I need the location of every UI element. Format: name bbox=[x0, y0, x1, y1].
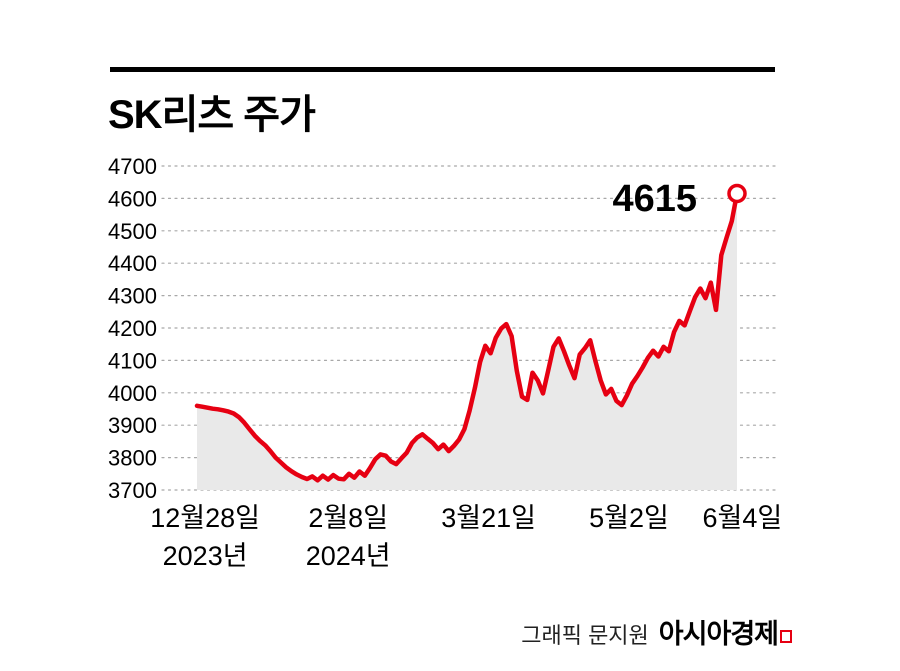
credit-text: 그래픽 문지원 bbox=[521, 623, 649, 648]
x-tick-label: 5월2일 bbox=[589, 503, 669, 533]
y-tick-label: 4000 bbox=[108, 381, 157, 406]
credit-line: 그래픽 문지원 아시아경제 bbox=[521, 612, 792, 651]
price-line bbox=[194, 191, 740, 483]
x-tick-sublabel: 2023년 bbox=[163, 541, 248, 571]
brand-logo-text: 아시아경제 bbox=[658, 619, 779, 649]
y-tick-label: 3800 bbox=[108, 446, 157, 471]
x-tick-label: 3월21일 bbox=[441, 503, 536, 533]
y-tick-label: 3900 bbox=[108, 413, 157, 438]
y-tick-label: 4500 bbox=[108, 219, 157, 244]
page-title: SK리츠 주가 bbox=[108, 93, 316, 137]
x-tick-sublabel: 2024년 bbox=[306, 541, 391, 571]
top-rule bbox=[110, 67, 775, 72]
price-chart-svg: 4700 4600 4500 4400 4300 4200 4100 4000 3900 3800… bbox=[108, 154, 783, 571]
chart-area: 4700 4600 4500 4400 4300 4200 4100 4000 3900 3800… bbox=[100, 145, 800, 577]
x-tick-label: 2월8일 bbox=[308, 503, 388, 533]
y-tick-label: 4200 bbox=[108, 316, 157, 341]
y-tick-label: 4300 bbox=[108, 284, 157, 309]
last-value-annotation: 4615 bbox=[612, 178, 697, 220]
y-tick-label: 4700 bbox=[108, 154, 157, 179]
y-tick-label: 4600 bbox=[108, 186, 157, 211]
last-point-marker bbox=[727, 183, 747, 204]
x-tick-label: 12월28일 bbox=[150, 503, 260, 533]
y-tick-label: 3700 bbox=[108, 478, 157, 503]
asiae-corner-mark-icon bbox=[780, 630, 792, 643]
x-tick-label: 6월4일 bbox=[703, 503, 783, 533]
y-tick-label: 4400 bbox=[108, 251, 157, 276]
y-tick-label: 4100 bbox=[108, 348, 157, 373]
series-area-fill bbox=[197, 193, 737, 490]
